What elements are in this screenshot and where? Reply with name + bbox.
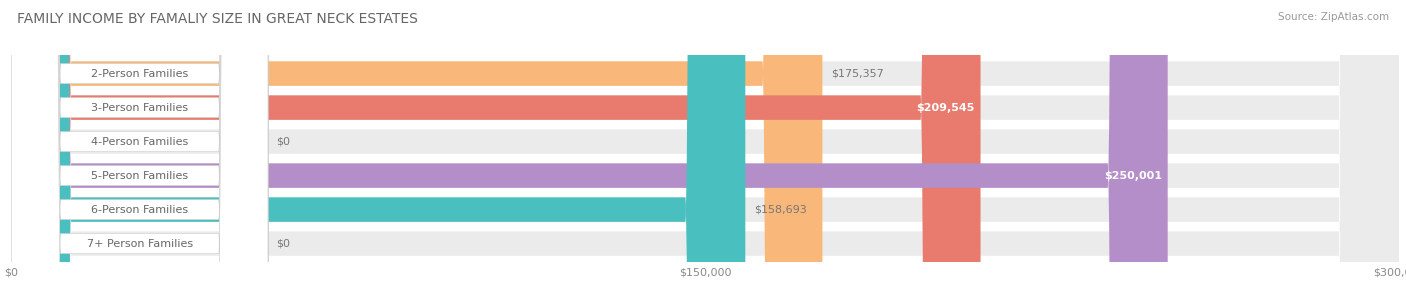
FancyBboxPatch shape — [11, 0, 269, 305]
FancyBboxPatch shape — [11, 0, 980, 305]
FancyBboxPatch shape — [11, 0, 823, 305]
FancyBboxPatch shape — [11, 0, 269, 305]
Text: 6-Person Families: 6-Person Families — [91, 205, 188, 215]
FancyBboxPatch shape — [11, 0, 1399, 305]
FancyBboxPatch shape — [11, 0, 1399, 305]
Text: Source: ZipAtlas.com: Source: ZipAtlas.com — [1278, 12, 1389, 22]
Text: $0: $0 — [277, 137, 290, 147]
FancyBboxPatch shape — [11, 0, 269, 305]
FancyBboxPatch shape — [11, 0, 1399, 305]
FancyBboxPatch shape — [11, 0, 745, 305]
Text: $250,001: $250,001 — [1104, 170, 1163, 181]
Text: 3-Person Families: 3-Person Families — [91, 102, 188, 113]
FancyBboxPatch shape — [11, 0, 1399, 305]
FancyBboxPatch shape — [11, 0, 1168, 305]
Text: 5-Person Families: 5-Person Families — [91, 170, 188, 181]
FancyBboxPatch shape — [11, 0, 269, 305]
FancyBboxPatch shape — [11, 0, 1399, 305]
Text: FAMILY INCOME BY FAMALIY SIZE IN GREAT NECK ESTATES: FAMILY INCOME BY FAMALIY SIZE IN GREAT N… — [17, 12, 418, 26]
Text: 2-Person Families: 2-Person Families — [91, 69, 188, 79]
Text: $158,693: $158,693 — [754, 205, 807, 215]
Text: 4-Person Families: 4-Person Families — [91, 137, 188, 147]
Text: 7+ Person Families: 7+ Person Families — [87, 239, 193, 249]
FancyBboxPatch shape — [11, 0, 269, 305]
FancyBboxPatch shape — [11, 0, 1399, 305]
Text: $209,545: $209,545 — [917, 102, 974, 113]
Text: $0: $0 — [277, 239, 290, 249]
FancyBboxPatch shape — [11, 0, 269, 305]
Text: $175,357: $175,357 — [831, 69, 883, 79]
